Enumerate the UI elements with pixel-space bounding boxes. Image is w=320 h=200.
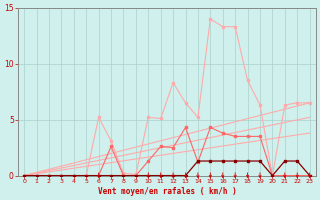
X-axis label: Vent moyen/en rafales ( km/h ): Vent moyen/en rafales ( km/h ) [98,187,236,196]
